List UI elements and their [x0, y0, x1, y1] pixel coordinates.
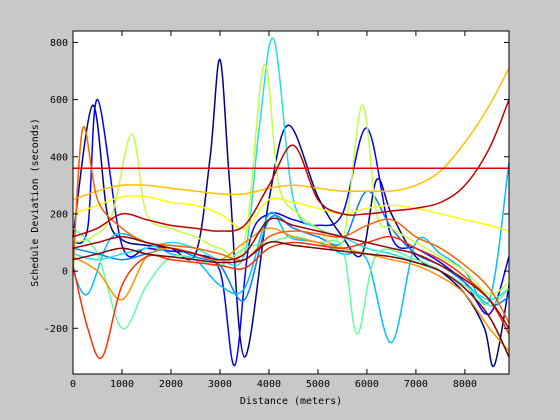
y-tick-label: 600 — [50, 95, 68, 106]
x-tick-label: 6000 — [355, 379, 379, 390]
x-tick-label: 0 — [70, 379, 76, 390]
y-axis-label: Schedule Deviation (seconds) — [30, 118, 41, 287]
x-tick-label: 7000 — [404, 379, 428, 390]
x-tick-label: 5000 — [306, 379, 330, 390]
y-tick-label: 200 — [50, 209, 68, 220]
x-axis-label: Distance (meters) — [240, 396, 342, 407]
y-tick-label: 800 — [50, 38, 68, 49]
x-tick-label: 1000 — [110, 379, 134, 390]
y-tick-label: 400 — [50, 152, 68, 163]
y-tick-label: -200 — [44, 324, 68, 335]
x-tick-label: 3000 — [208, 379, 232, 390]
x-tick-label: 4000 — [257, 379, 281, 390]
x-tick-label: 8000 — [453, 379, 477, 390]
plot-area — [73, 31, 509, 374]
y-tick-label: 0 — [62, 267, 68, 278]
x-tick-label: 2000 — [159, 379, 183, 390]
